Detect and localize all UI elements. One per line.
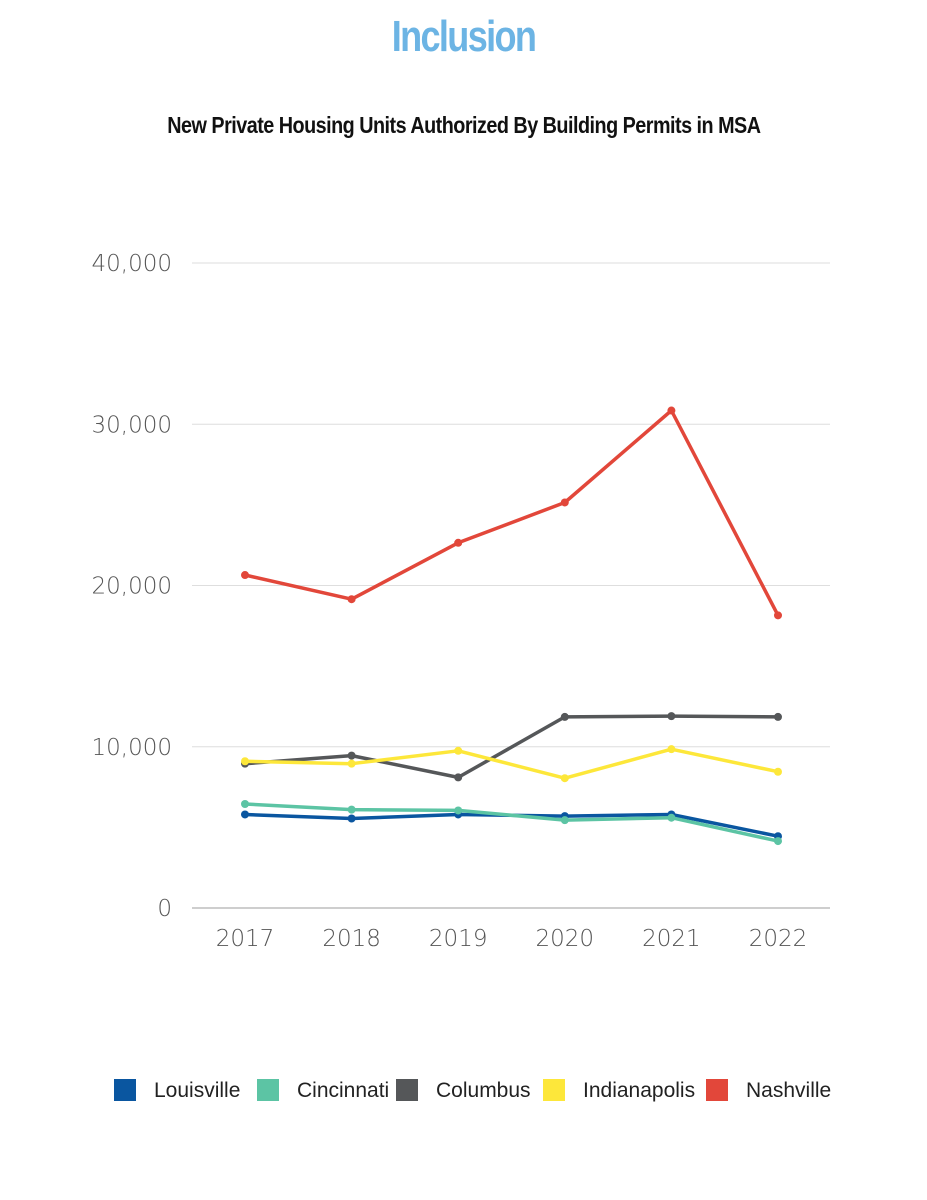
data-point[interactable] [560,498,569,507]
chart-legend[interactable]: Louisville Cincinnati Columbus Indianapolis… [114,1079,831,1102]
legend-label: Cincinnati [297,1079,389,1102]
series-line [243,408,780,618]
data-point[interactable] [454,746,463,755]
x-tick-label: 2018 [322,926,381,952]
x-tick-label: 2020 [536,926,595,952]
y-tick-label: 10,000 [92,735,172,761]
legend-item-nashville[interactable]: Nashville [706,1079,831,1102]
y-axis-tick-labels: 0 10,000 20,000 30,000 40,000 [92,251,172,922]
y-tick-label: 20,000 [92,574,172,600]
x-tick-label: 2021 [642,926,701,952]
chart-title: New Private Housing Units Authorized By … [0,112,927,139]
legend-item-indianapolis[interactable]: Indianapolis [543,1079,695,1102]
y-tick-label: 30,000 [92,412,172,438]
data-point[interactable] [241,571,249,580]
legend-swatch [257,1079,279,1101]
data-point[interactable] [347,751,356,760]
data-point[interactable] [454,538,463,547]
legend-label: Louisville [154,1079,240,1102]
data-point[interactable] [667,813,676,822]
legend-swatch [114,1079,136,1101]
data-point[interactable] [560,712,569,721]
legend-item-columbus[interactable]: Columbus [396,1079,531,1102]
data-point[interactable] [454,806,463,815]
data-point[interactable] [774,611,782,620]
y-tick-label: 40,000 [92,251,172,277]
data-point[interactable] [560,774,569,783]
x-tick-label: 2017 [216,926,275,952]
series-nashville [241,406,782,620]
legend-swatch [543,1079,565,1101]
data-point[interactable] [347,814,356,823]
x-axis-tick-labels: 2017 2018 2019 2020 2021 2022 [216,926,808,952]
data-point[interactable] [347,595,356,604]
series-line [243,714,780,780]
data-point[interactable] [667,712,676,721]
data-point[interactable] [667,745,676,754]
legend-swatch [706,1079,728,1101]
series-indianapolis [241,745,782,783]
data-point[interactable] [774,837,782,846]
series-line [243,802,780,843]
legend-label: Nashville [746,1079,831,1102]
data-point[interactable] [241,799,249,808]
chart-series [241,406,782,846]
series-line [243,812,780,838]
x-tick-label: 2019 [429,926,488,952]
series-line [243,747,780,780]
y-tick-label: 0 [157,896,172,922]
legend-label: Indianapolis [583,1079,695,1102]
data-point[interactable] [774,712,782,721]
chart-title-text: New Private Housing Units Authorized By … [166,112,761,138]
legend-item-cincinnati[interactable]: Cincinnati [257,1079,389,1102]
data-point[interactable] [454,773,463,782]
legend-swatch [396,1079,418,1101]
data-point[interactable] [347,805,356,814]
data-point[interactable] [774,767,782,776]
section-heading: Inclusion [391,12,537,61]
data-point[interactable] [560,816,569,825]
data-point[interactable] [667,406,676,415]
data-point[interactable] [241,810,249,819]
series-cincinnati [241,799,782,846]
legend-label: Columbus [436,1079,531,1102]
chart-gridlines [192,262,830,909]
legend-item-louisville[interactable]: Louisville [114,1079,240,1102]
data-point[interactable] [241,757,249,766]
data-point[interactable] [347,759,356,768]
x-tick-label: 2022 [749,926,808,952]
